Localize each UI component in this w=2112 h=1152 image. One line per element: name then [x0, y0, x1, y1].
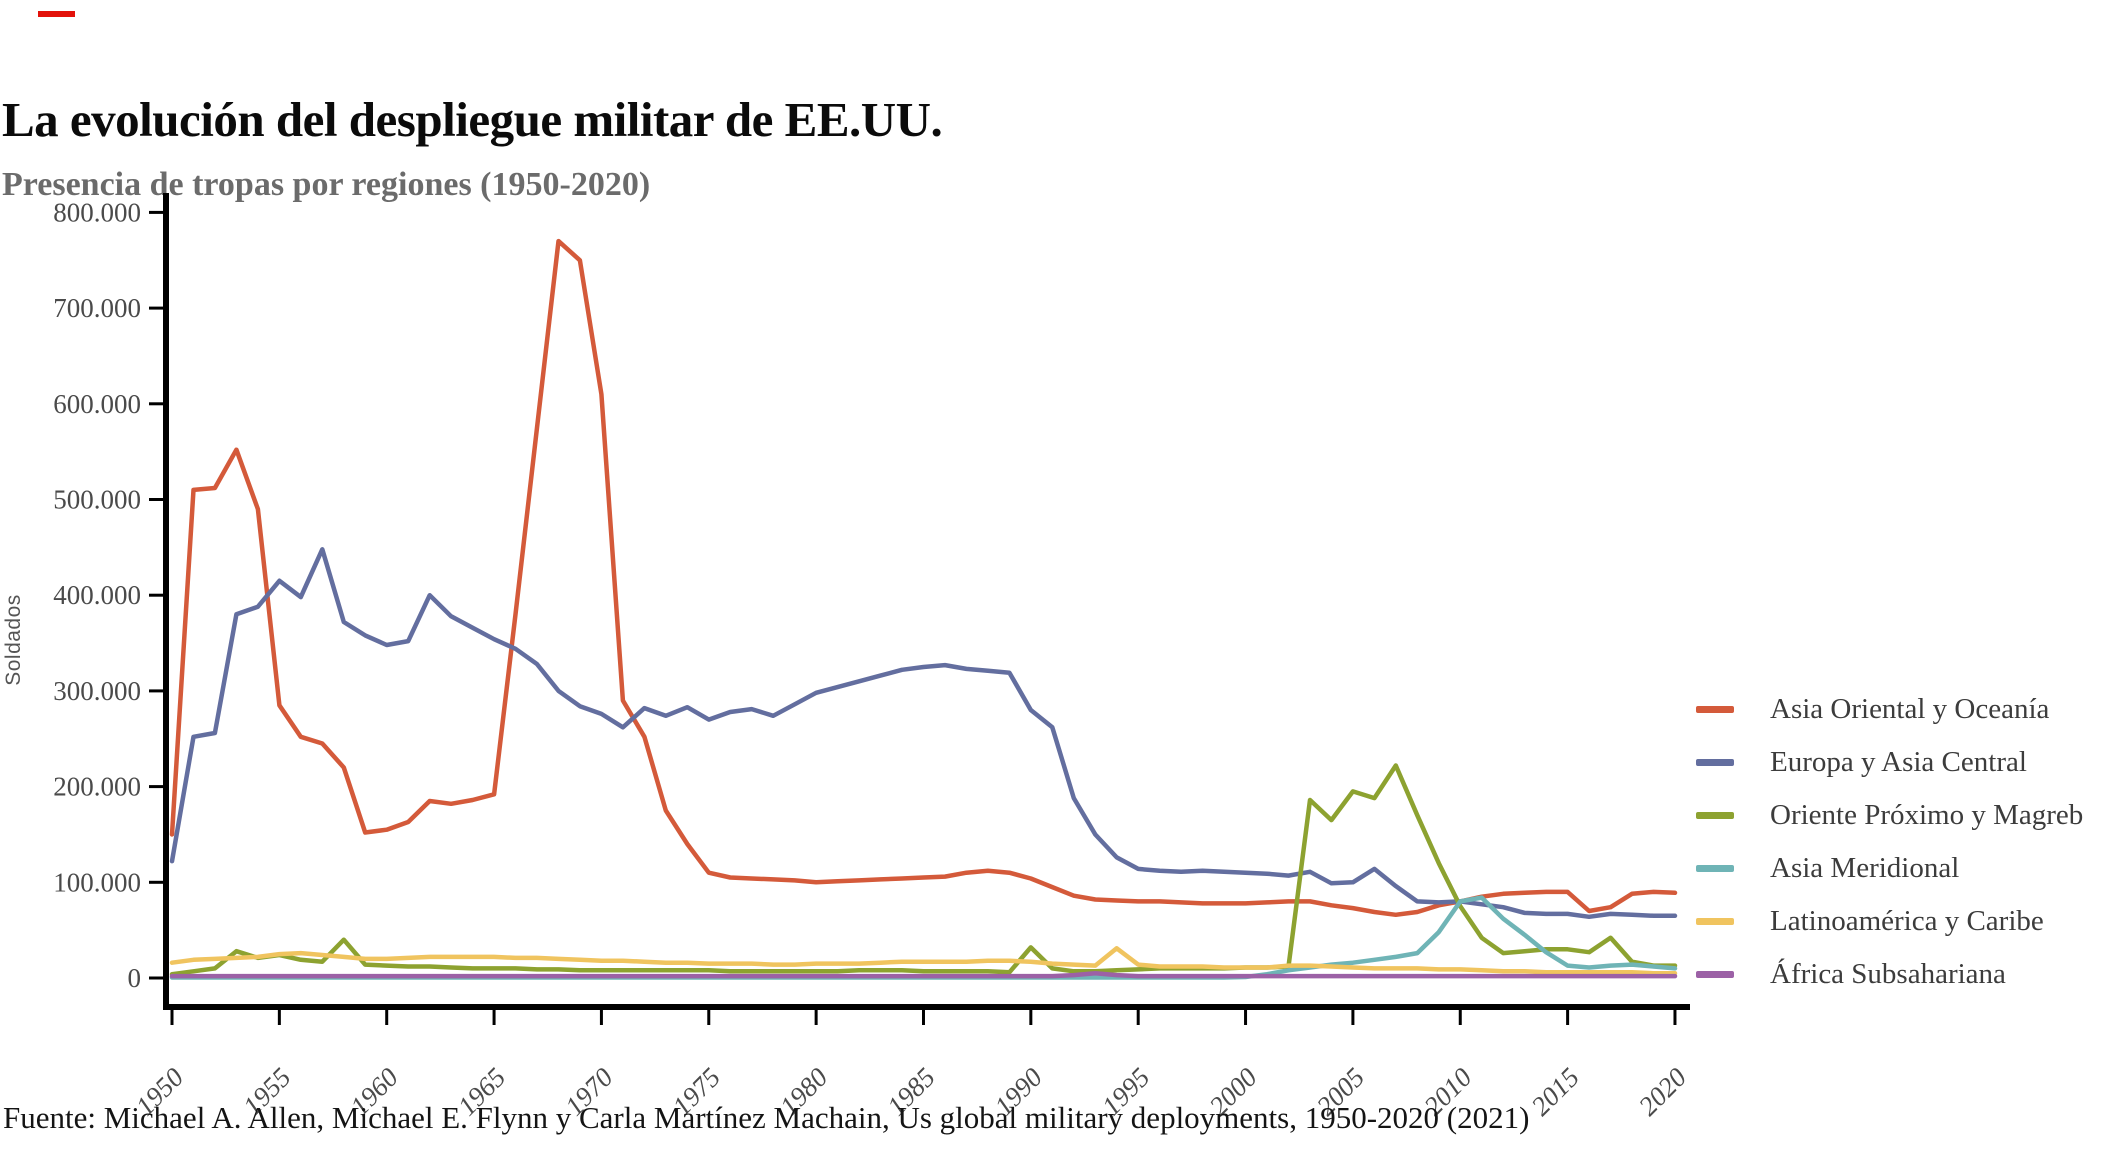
series-line-oriente-pr-ximo-y-magreb [169, 763, 1678, 977]
y-tick-label: 200.000 [53, 772, 141, 802]
legend-swatch [1696, 812, 1734, 819]
legend: Asia Oriental y Oceanía Europa y Asia Cen… [1696, 683, 2083, 1001]
y-tick-label: 600.000 [53, 389, 141, 419]
legend-swatch [1696, 865, 1734, 872]
legend-item: Europa y Asia Central [1696, 736, 2083, 789]
source-note: Fuente: Michael A. Allen, Michael E. Fly… [3, 1100, 1530, 1135]
series-line-europa-y-asia-central [169, 547, 1678, 920]
legend-item: Oriente Próximo y Magreb [1696, 789, 2083, 842]
legend-label: Asia Oriental y Oceanía [1770, 693, 2050, 725]
y-tick-label: 0 [128, 963, 142, 993]
legend-swatch [1696, 918, 1734, 925]
series-line--frica-subsahariana [169, 970, 1678, 979]
legend-label: Oriente Próximo y Magreb [1770, 799, 2084, 831]
legend-swatch [1696, 971, 1734, 978]
y-tick-label: 500.000 [53, 485, 141, 515]
legend-label: Latinoamérica y Caribe [1770, 905, 2044, 937]
legend-item: Asia Oriental y Oceanía [1696, 683, 2083, 736]
legend-item: África Subsahariana [1696, 948, 2083, 1001]
y-tick-label: 300.000 [53, 676, 141, 706]
y-tick-label: 700.000 [53, 293, 141, 323]
y-tick-label: 800.000 [53, 197, 141, 227]
legend-label: Europa y Asia Central [1770, 746, 2027, 778]
legend-item: Latinoamérica y Caribe [1696, 895, 2083, 948]
y-axis-ticks: 0 100.000 200.000 300.000 400.000 500.000 600.… [53, 197, 163, 993]
x-tick-label: 2015 [1525, 1062, 1584, 1121]
x-tick-label: 2020 [1633, 1062, 1693, 1122]
series-line-asia-oriental-y-ocean-a [169, 238, 1678, 918]
legend-label: Asia Meridional [1770, 852, 1960, 884]
page-subtitle: Presencia de tropas por regiones (1950-2… [2, 166, 651, 204]
y-axis-title: Soldados [2, 594, 25, 686]
legend-label: África Subsahariana [1770, 958, 2006, 990]
y-tick-label: 400.000 [53, 580, 141, 610]
legend-swatch [1696, 706, 1734, 713]
page-title: La evolución del despliegue militar de E… [2, 91, 943, 147]
legend-swatch [1696, 759, 1734, 766]
legend-item: Asia Meridional [1696, 842, 2083, 895]
series-lines [169, 238, 1678, 980]
series-line-latinoam-rica-y-caribe [169, 946, 1678, 976]
brand-red-dash [38, 11, 75, 17]
y-tick-label: 100.000 [53, 867, 141, 897]
